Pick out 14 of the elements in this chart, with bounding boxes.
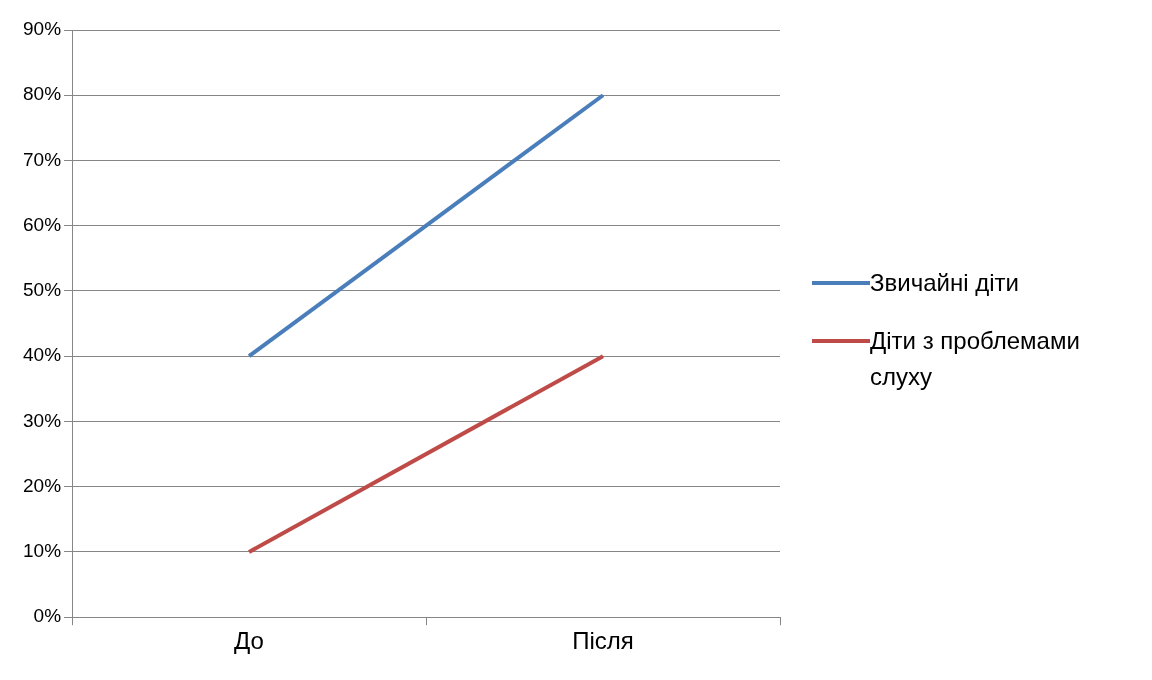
legend-label: Звичайні діти	[870, 268, 1019, 298]
y-tick-label: 70%	[23, 148, 62, 170]
y-tick-label: 10%	[23, 540, 62, 562]
y-tick-label: 60%	[23, 213, 62, 235]
x-tick-label: Після	[572, 627, 634, 655]
y-tick-label: 40%	[23, 344, 62, 366]
x-tick-label: До	[234, 627, 264, 655]
y-tick-label: 50%	[23, 279, 62, 301]
y-tick-label: 20%	[23, 474, 62, 496]
legend-label: Діти з проблемами слуху	[870, 326, 1081, 392]
y-tick-label: 90%	[23, 18, 62, 40]
y-tick-label: 80%	[23, 83, 62, 105]
y-tick-label: 0%	[33, 605, 62, 627]
y-tick-label: 30%	[23, 409, 62, 431]
